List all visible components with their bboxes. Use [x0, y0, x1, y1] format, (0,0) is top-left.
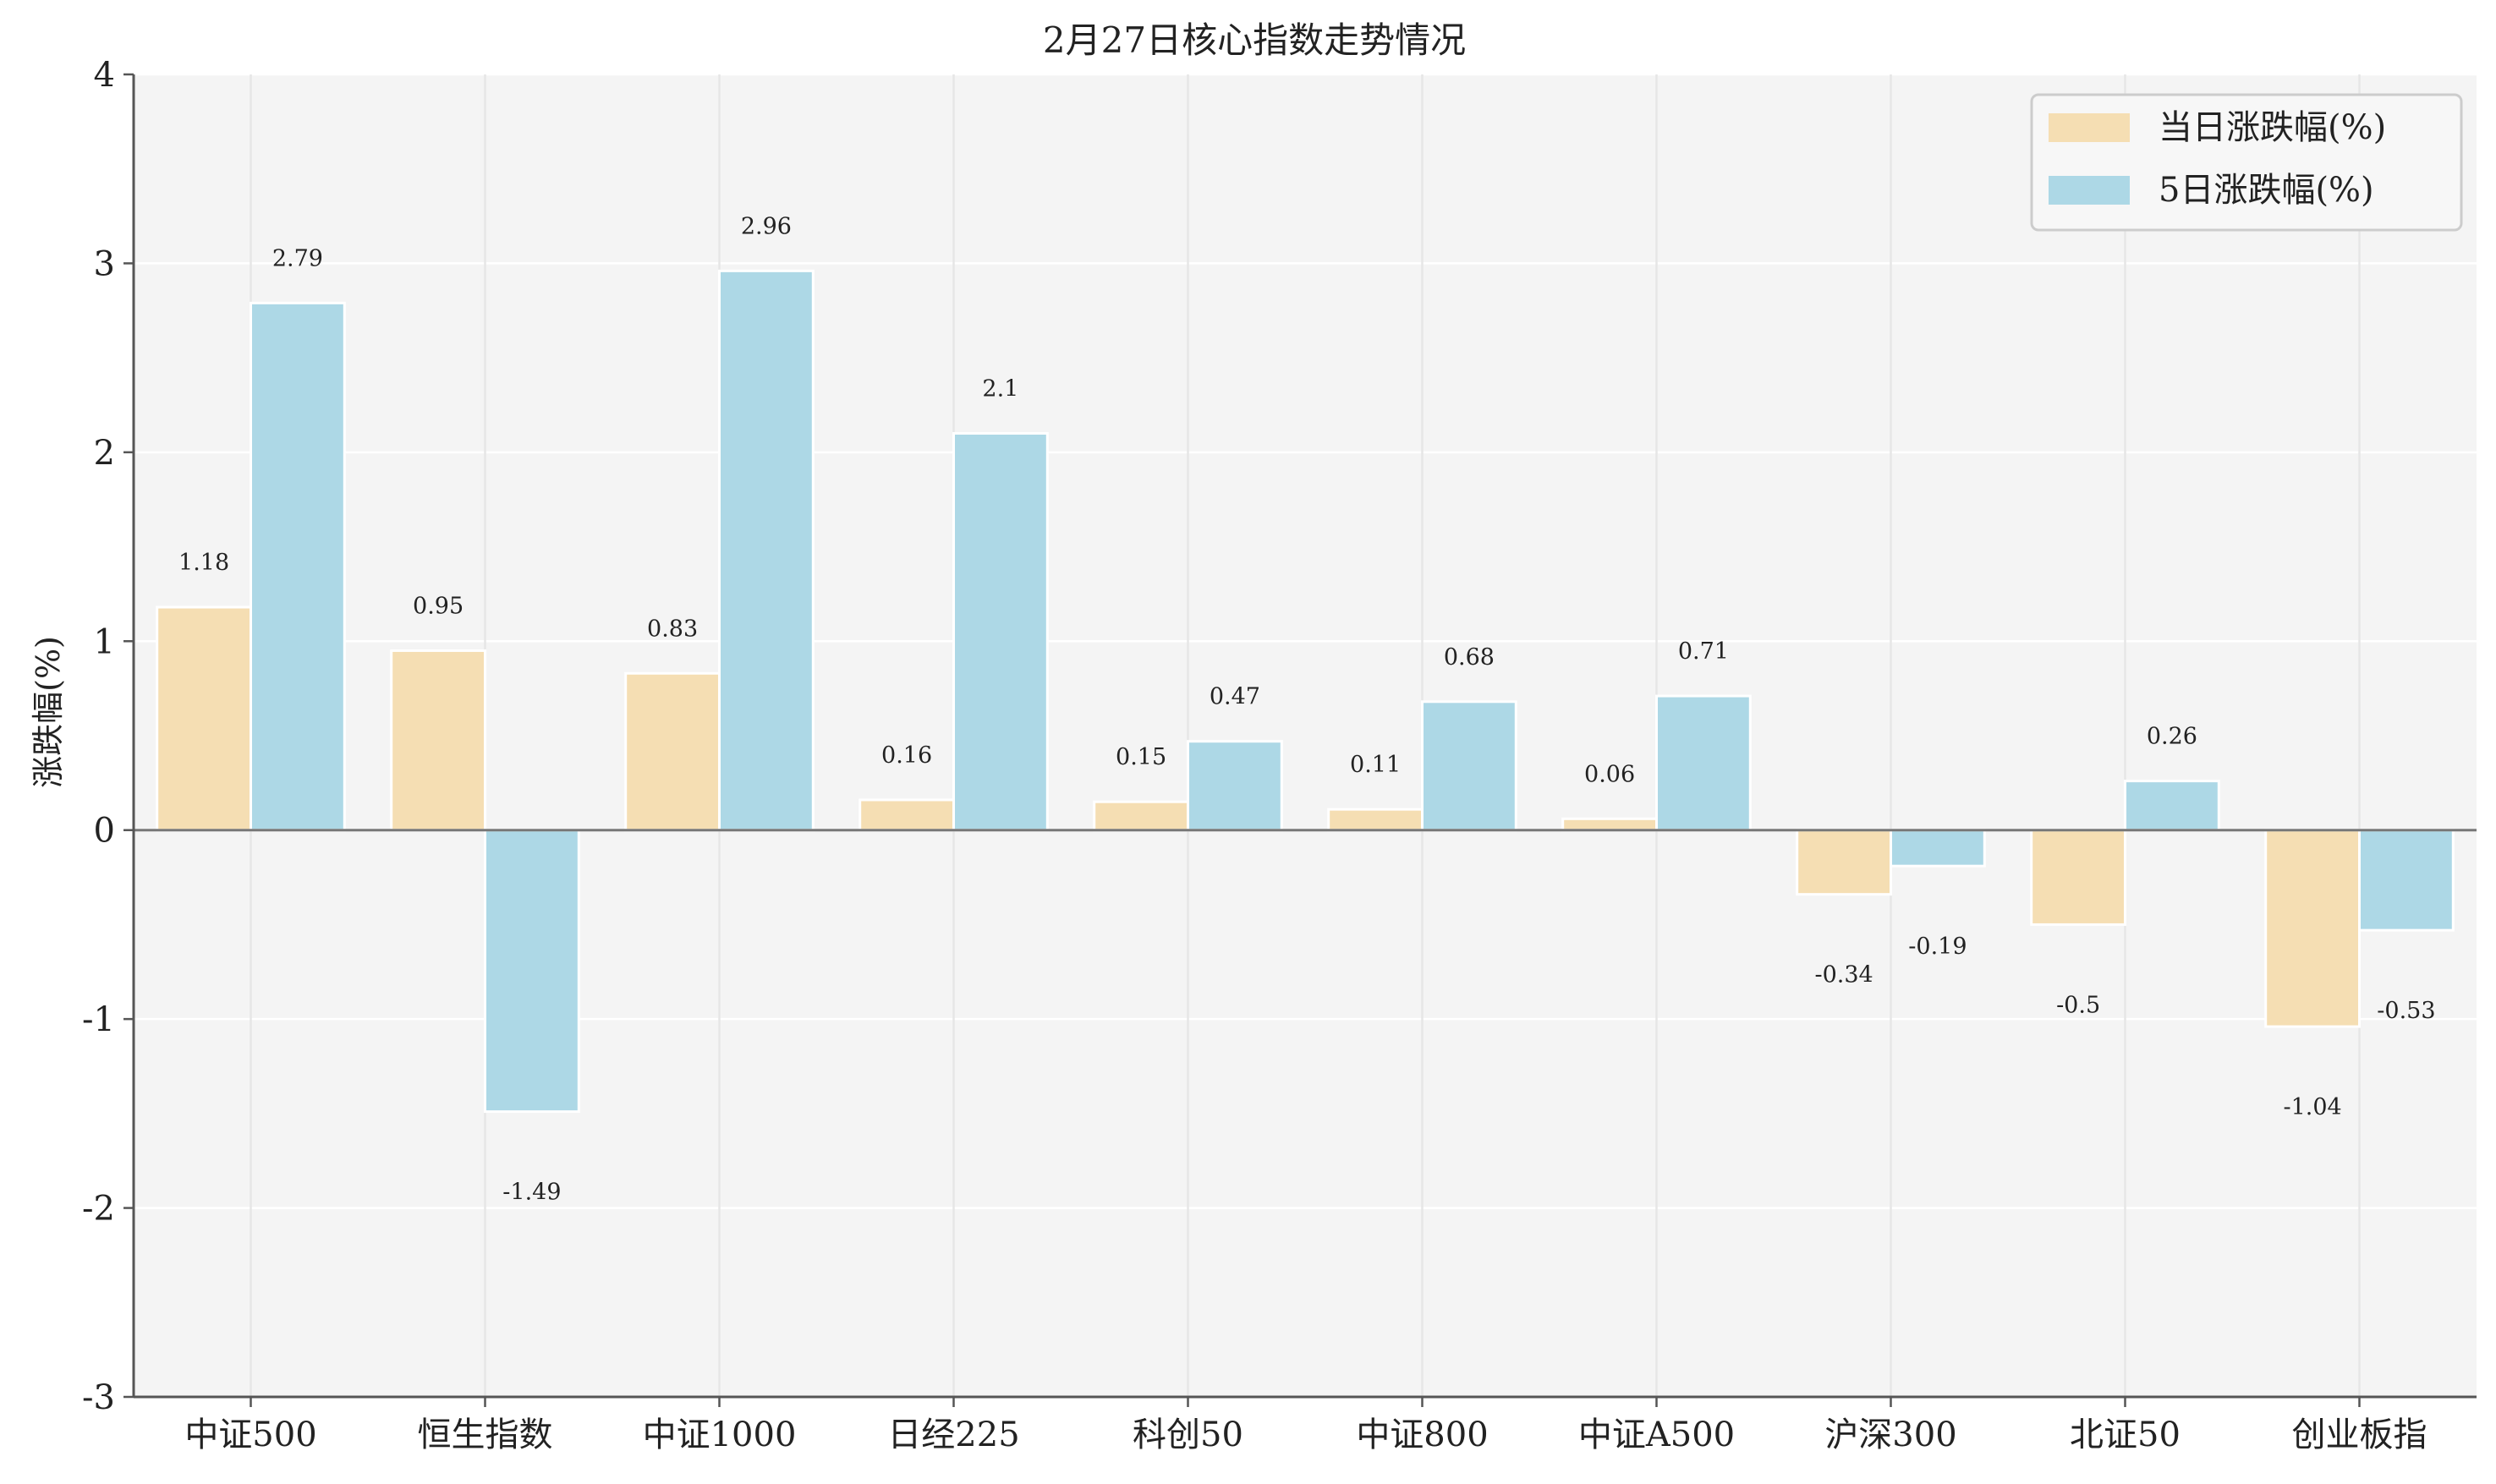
data-label: -1.49 [502, 1180, 561, 1206]
data-label: 0.47 [1210, 684, 1260, 710]
plot-background [134, 74, 2477, 1397]
legend-box [2030, 93, 2463, 232]
legend-swatch [2049, 113, 2130, 142]
x-tick-label: 中证1000 [643, 1416, 797, 1454]
data-label: 0.95 [413, 593, 464, 619]
x-tick-label: 中证800 [1356, 1416, 1488, 1454]
bar-daily [390, 649, 487, 832]
y-tick-label: 1 [94, 622, 115, 661]
y-tick-label: -2 [82, 1190, 115, 1229]
bar-daily [624, 671, 721, 832]
y-tick-label: 3 [94, 244, 115, 283]
bar-five-day [1655, 694, 1752, 832]
bar-five-day [2124, 780, 2220, 832]
bar-five-day [952, 432, 1049, 832]
data-label: 0.11 [1350, 752, 1401, 778]
data-label: -1.04 [2283, 1094, 2341, 1120]
legend-swatch [2049, 176, 2130, 205]
data-label: 2.96 [741, 213, 792, 239]
x-tick-label: 恒生指数 [418, 1416, 553, 1454]
x-tick-label: 创业板指 [2292, 1416, 2427, 1454]
bar-daily [1561, 817, 1658, 832]
bar-daily [1796, 829, 1892, 896]
bar-five-day [1187, 740, 1283, 832]
y-tick-label: 4 [94, 56, 115, 95]
bar-five-day [2358, 829, 2455, 932]
y-tick-label: 0 [94, 812, 115, 851]
data-label: 0.26 [2147, 724, 2197, 750]
x-tick-label: 科创50 [1133, 1416, 1243, 1454]
data-label: 0.71 [1678, 638, 1729, 665]
bar-daily [2264, 829, 2361, 1028]
data-label: -0.19 [1908, 934, 1967, 960]
data-label: 0.68 [1444, 644, 1495, 671]
bar-five-day [718, 269, 815, 832]
data-label: 1.18 [178, 550, 229, 576]
x-tick-label: 北证50 [2070, 1416, 2181, 1454]
x-tick-label: 沪深300 [1824, 1416, 1956, 1454]
y-axis-label: 涨跌幅(%) [30, 636, 67, 788]
y-tick-label: -3 [82, 1378, 115, 1417]
legend-label: 5日涨跌幅(%) [2159, 171, 2374, 210]
bar-daily [859, 798, 956, 832]
data-label: 0.15 [1116, 744, 1166, 770]
x-tick-label: 日经225 [887, 1416, 1019, 1454]
x-tick-label: 中证A500 [1578, 1416, 1735, 1454]
chart-title: 2月27日核心指数走势情况 [1043, 19, 1466, 61]
bar-daily [156, 605, 252, 832]
bar-daily [2030, 829, 2126, 926]
y-tick-label: -1 [82, 1000, 115, 1039]
bar-daily [1327, 808, 1424, 832]
data-label: -0.34 [1814, 962, 1873, 988]
data-label: 0.83 [647, 616, 698, 642]
data-label: 0.06 [1584, 761, 1635, 787]
data-label: 2.1 [982, 376, 1018, 402]
legend-label: 当日涨跌幅(%) [2159, 108, 2386, 147]
data-label: 2.79 [272, 245, 323, 271]
data-label: 0.16 [881, 742, 932, 769]
bar-five-day [1421, 700, 1517, 832]
bar-five-day [250, 301, 346, 832]
bar-five-day [1890, 829, 1986, 868]
y-tick-label: 2 [94, 434, 115, 473]
x-tick-label: 中证500 [184, 1416, 316, 1454]
data-label: -0.5 [2056, 992, 2100, 1018]
data-label: -0.53 [2377, 998, 2435, 1024]
bar-daily [1093, 800, 1189, 832]
bar-five-day [484, 829, 580, 1114]
